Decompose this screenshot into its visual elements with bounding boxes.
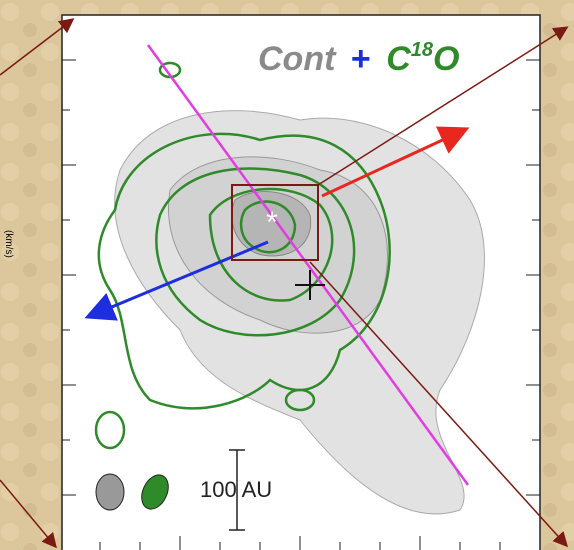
side-axis-label: (km/s) — [3, 230, 14, 258]
figure: (km/s) * 100 AU Cont + C18O — [0, 0, 574, 550]
label-cont: Cont — [258, 40, 337, 78]
protostar: * — [266, 206, 278, 239]
page: {"figure": {"label_cont": "Cont", "label… — [0, 0, 574, 550]
label-molecule-end: O — [433, 40, 459, 78]
scale-label: 100 AU — [200, 477, 272, 502]
label-plus: + — [351, 40, 371, 78]
label-molecule: C — [386, 40, 411, 78]
label-isotope: 18 — [411, 39, 434, 61]
beam-cont — [96, 474, 124, 510]
